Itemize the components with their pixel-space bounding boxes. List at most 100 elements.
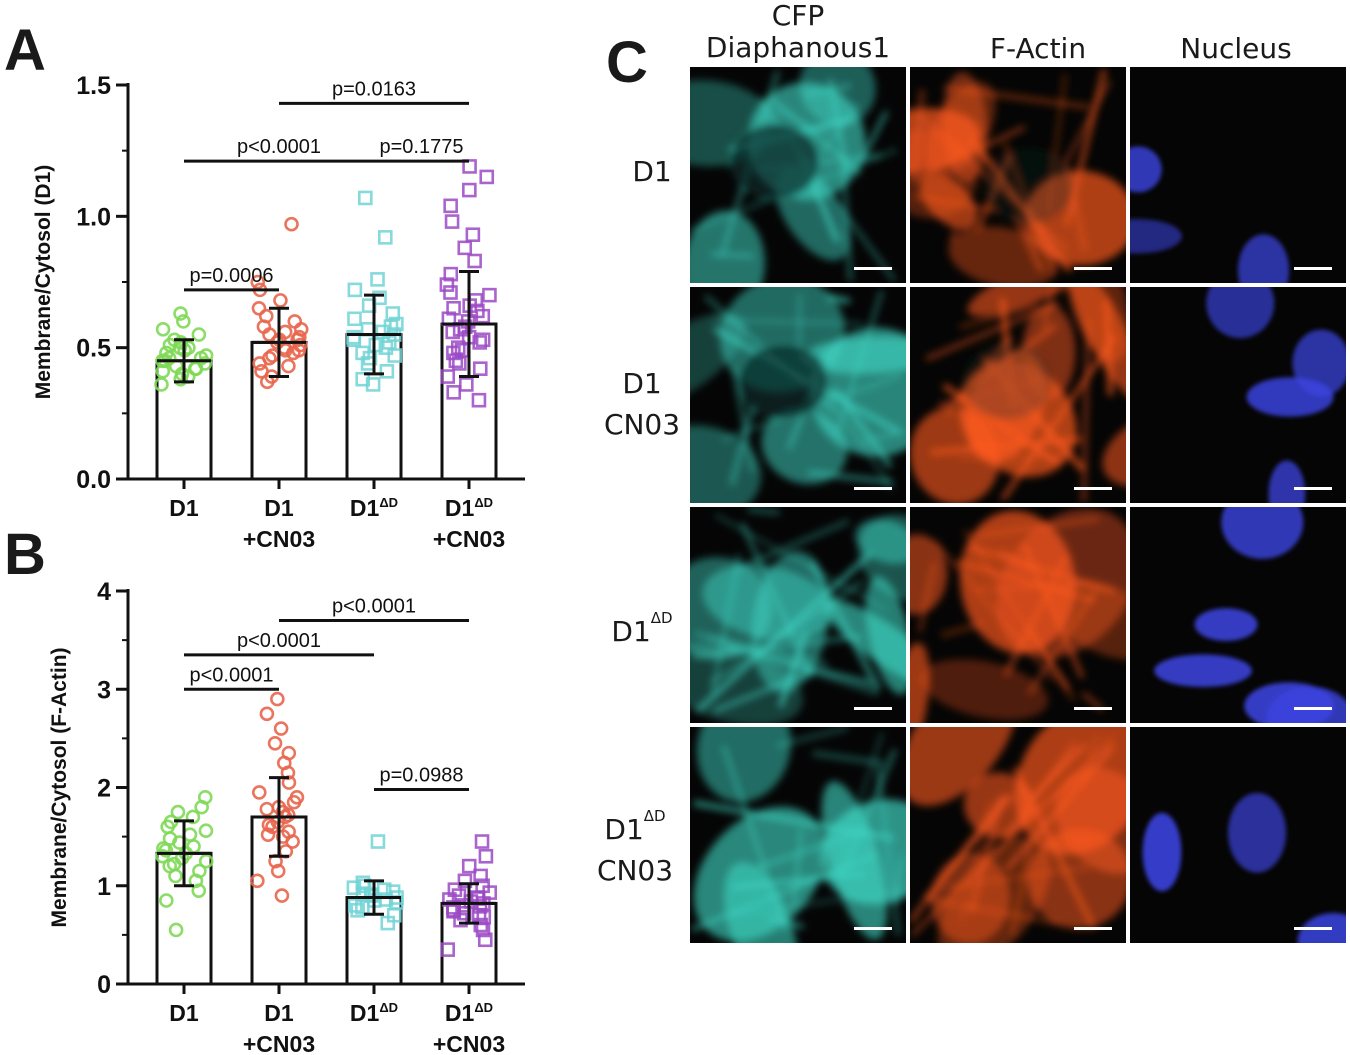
x-tick-label-line2: +CN03 [243, 526, 315, 552]
micrograph-image [910, 727, 1126, 943]
y-tick-label: 3 [97, 676, 111, 704]
fiber [808, 470, 893, 485]
nucleus-blob [1130, 146, 1162, 193]
scale-bar [1074, 707, 1112, 710]
cell-blob [693, 806, 826, 942]
scale-bar [1294, 487, 1332, 490]
fiber [1059, 79, 1112, 171]
data-point [159, 345, 174, 361]
micrograph-tile [910, 67, 1126, 283]
data-point [364, 887, 380, 902]
scale-bar [1074, 267, 1112, 270]
y-tick-label: 0 [97, 971, 111, 999]
fiber [971, 754, 1110, 859]
data-point [192, 863, 207, 879]
data-point [439, 277, 455, 292]
micrograph-tile [1130, 67, 1346, 283]
nucleus-shadow [738, 343, 829, 420]
fiber [959, 303, 1038, 329]
chart-a: Membrane/Cytosol (D1) 0.0 0.5 1.0 1.5 D1 D1 +CN… [32, 72, 525, 552]
row-header-d1-deltad: D1ΔD [580, 609, 704, 653]
y-tick-label: 1 [97, 873, 111, 901]
nucleus-blob [1194, 608, 1258, 641]
x-tick-label: D1ΔD [350, 1000, 398, 1026]
nucleus-blob [1267, 686, 1346, 723]
scale-bar [1294, 267, 1332, 270]
column-header-cfp: CFP Diaphanous1 [698, 0, 898, 64]
fiber [934, 541, 1056, 682]
micrograph-image [690, 67, 898, 283]
data-point [280, 807, 296, 823]
row-label-line2: CN03 [603, 407, 681, 441]
data-point [471, 392, 487, 408]
data-point [355, 900, 370, 915]
fiber [999, 549, 1033, 573]
row-header-d1-cn03: D1 CN03 [580, 364, 704, 445]
fiber [728, 403, 756, 486]
column-header-factin: F-Actin [938, 32, 1138, 65]
fiber [803, 83, 852, 98]
p-value-label: p=0.1775 [380, 136, 464, 158]
nucleus-blob [1206, 287, 1275, 339]
scale-bar [854, 487, 892, 490]
fiber [733, 519, 850, 573]
data-point [450, 340, 466, 355]
data-point [379, 364, 395, 379]
data-point [473, 917, 489, 933]
panel-a-letter: A [4, 18, 46, 83]
fiber [732, 367, 755, 473]
row-label-line2: CN03 [596, 853, 674, 887]
data-point [254, 364, 269, 379]
row-label-line1: D1 [632, 155, 672, 188]
fiber [714, 513, 888, 612]
scale-bar [854, 707, 892, 710]
data-point [475, 332, 491, 348]
fiber [792, 828, 803, 905]
fiber [754, 826, 873, 871]
micrograph-tile [910, 507, 1126, 723]
fiber [731, 871, 866, 890]
fiber [1012, 213, 1045, 273]
y-tick-label: 1.0 [76, 203, 111, 231]
p-value-label: p=0.0988 [380, 764, 464, 786]
fiber [894, 856, 904, 905]
data-point [446, 300, 461, 316]
fiber [693, 630, 879, 696]
y-tick-label: 0.0 [76, 466, 111, 494]
fiber [693, 800, 895, 841]
data-point [387, 348, 403, 363]
cell-blob [690, 425, 762, 503]
data-point [250, 274, 266, 290]
p-value-label: p=0.0163 [332, 78, 416, 100]
fiber [918, 561, 937, 633]
cell-blob [910, 727, 1018, 806]
data-point [281, 358, 296, 374]
micrograph-image [910, 68, 1126, 283]
cell-blob [696, 727, 791, 803]
data-point [251, 785, 267, 800]
nucleus-blob [1221, 507, 1304, 559]
data-point [358, 190, 373, 206]
data-point [370, 834, 386, 849]
micrograph-image [1130, 146, 1290, 283]
x-tick-label: D1 [264, 1000, 294, 1026]
x-tick-label: D1ΔD [445, 1000, 493, 1026]
micrograph-tile [910, 727, 1126, 943]
fiber [940, 621, 984, 638]
data-point [444, 214, 460, 229]
fiber [767, 916, 805, 929]
fiber [914, 194, 999, 213]
x-tick-label: D1ΔD [350, 495, 398, 521]
data-point [370, 272, 385, 287]
fiber [710, 554, 742, 694]
data-point [355, 345, 370, 361]
scale-bar [1074, 927, 1112, 930]
data-point [461, 858, 477, 874]
y-tick-label: 4 [97, 578, 111, 606]
fiber [1000, 334, 1118, 501]
column-header-line2: Nucleus [1180, 32, 1292, 65]
row-label-line1: D1ΔD [604, 807, 666, 846]
data-point [457, 240, 473, 256]
fiber [976, 517, 1100, 538]
row-label-line1: D1ΔD [611, 609, 673, 648]
